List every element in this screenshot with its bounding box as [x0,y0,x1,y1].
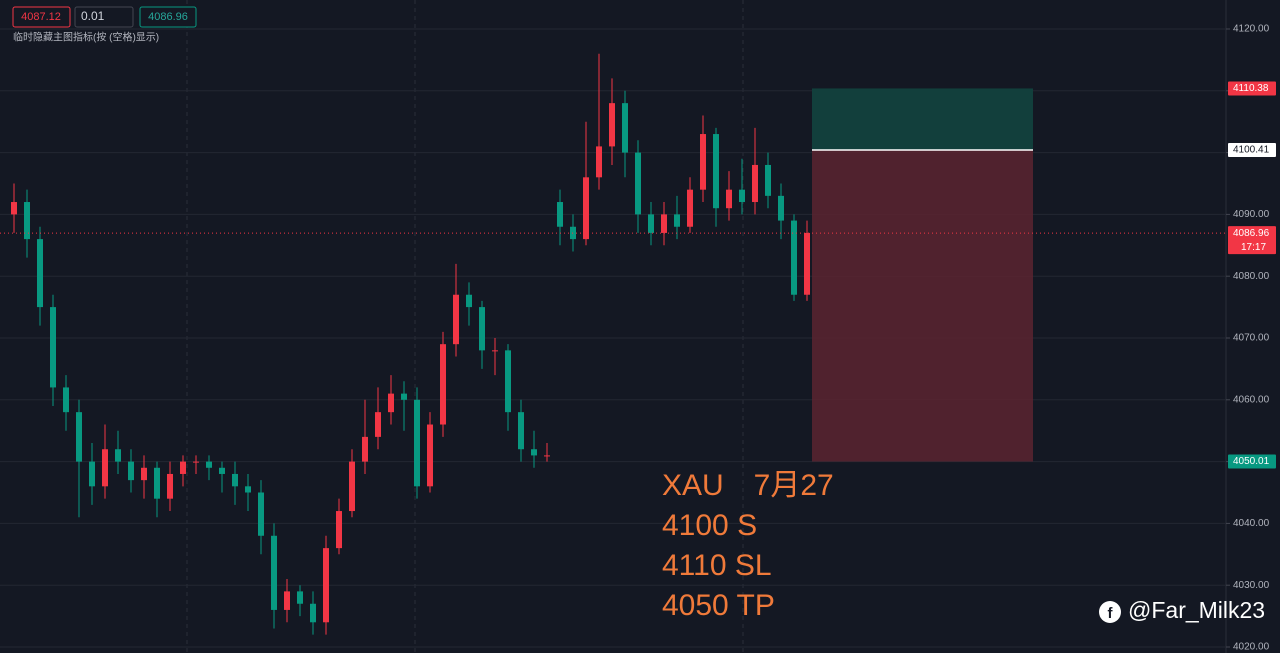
candle-body [388,393,394,413]
candle-body [24,202,30,240]
candle-body [167,473,173,499]
candle-body [297,591,303,604]
candle-body [583,177,589,240]
annotation: XAU 7月27 [662,469,834,502]
entry-label-bg [1228,143,1276,158]
target-label: 4050.01 [1233,456,1270,467]
candle-body [102,449,108,487]
candle-body [141,467,147,481]
y-tick-label: 4120.00 [1233,24,1270,35]
countdown: 17:17 [1241,242,1266,253]
candle-body [713,134,719,209]
candle-body [219,467,225,474]
candle-body [609,103,615,147]
candle-body [752,164,758,203]
candle-body [778,195,784,221]
candle-body [76,412,82,462]
annotation: 4100 S [662,509,757,542]
entry-label: 4100.41 [1233,145,1270,156]
fb-letter: f [1108,605,1114,622]
current-price-label: 4086.96 [1233,228,1270,239]
candle-body [349,461,355,512]
candle-body [115,449,121,462]
candle-body [89,461,95,487]
candle-body [687,189,693,227]
y-tick-label: 4070.00 [1233,333,1270,344]
candle-body [193,461,199,463]
y-tick-label: 4090.00 [1233,209,1270,220]
candle-body [440,344,446,425]
candle-body [492,350,498,352]
candle-body [128,461,134,481]
target-label-bg [1228,454,1276,469]
y-tick-label: 4040.00 [1233,518,1270,529]
candle-body [557,202,563,227]
candle-body [479,307,485,351]
candle-body [414,399,420,487]
candle-body [11,202,17,215]
candle-body [310,603,316,623]
qty: 0.01 [81,9,105,23]
candle-body [661,214,667,233]
candle-body [648,214,654,233]
candle-body [739,189,745,203]
candle-body [726,189,732,209]
candle-body [336,511,342,549]
candle-body [804,232,810,295]
candle-body [362,436,368,462]
candle-body [284,591,290,610]
buy-box[interactable] [139,6,197,28]
candle-body [427,424,433,487]
candle-body [232,473,238,487]
candle-body [323,548,329,623]
vertical-grid [186,0,744,653]
qty-box[interactable] [74,6,134,28]
sell-box[interactable] [12,6,71,28]
y-tick-label: 4080.00 [1233,271,1270,282]
candle-body [375,412,381,437]
y-tick-label: 4030.00 [1233,580,1270,591]
candle-body [622,103,628,153]
y-tick-label: 4020.00 [1233,642,1270,653]
fb-icon [1099,601,1121,623]
buy-price: 4086.96 [148,11,188,23]
toolbar: 4087.12 0.01 4086.96 临时隐藏主图指标(按 (空格)显示) [12,6,197,44]
watermark-text: @Far_Milk23 [1128,597,1265,623]
candle-body [635,152,641,215]
candle-body [63,387,69,413]
candle-body [271,535,277,610]
hint: 临时隐藏主图指标(按 (空格)显示) [13,31,159,44]
candle-body [206,461,212,468]
candle-body [401,393,407,400]
candle-body [466,294,472,308]
candle-body [50,307,56,388]
sell-price: 4087.12 [21,11,61,23]
candle-body [596,146,602,178]
stop-zone [812,88,1033,151]
candle-body [765,164,771,196]
stop-label-bg [1228,81,1276,96]
candle-body [154,467,160,499]
y-tick-label: 4060.00 [1233,394,1270,405]
candle-body [544,455,550,457]
candle-body [674,214,680,227]
candle-body [700,134,706,190]
annotation: 4110 SL [662,549,772,582]
annotation: 4050 TP [662,589,775,622]
candle-body [505,350,511,413]
candle-body [453,294,459,345]
stop-label: 4110.38 [1233,83,1269,94]
candle-body [245,486,251,493]
watermark: f @Far_Milk23 [1099,597,1265,623]
target-zone [812,150,1033,462]
current-price-bg [1228,226,1276,255]
candle-body [518,412,524,450]
candle-body [180,461,186,474]
candle-body [531,449,537,456]
candle-body [258,492,264,536]
candle-body [37,239,43,308]
candle-body [791,220,797,295]
